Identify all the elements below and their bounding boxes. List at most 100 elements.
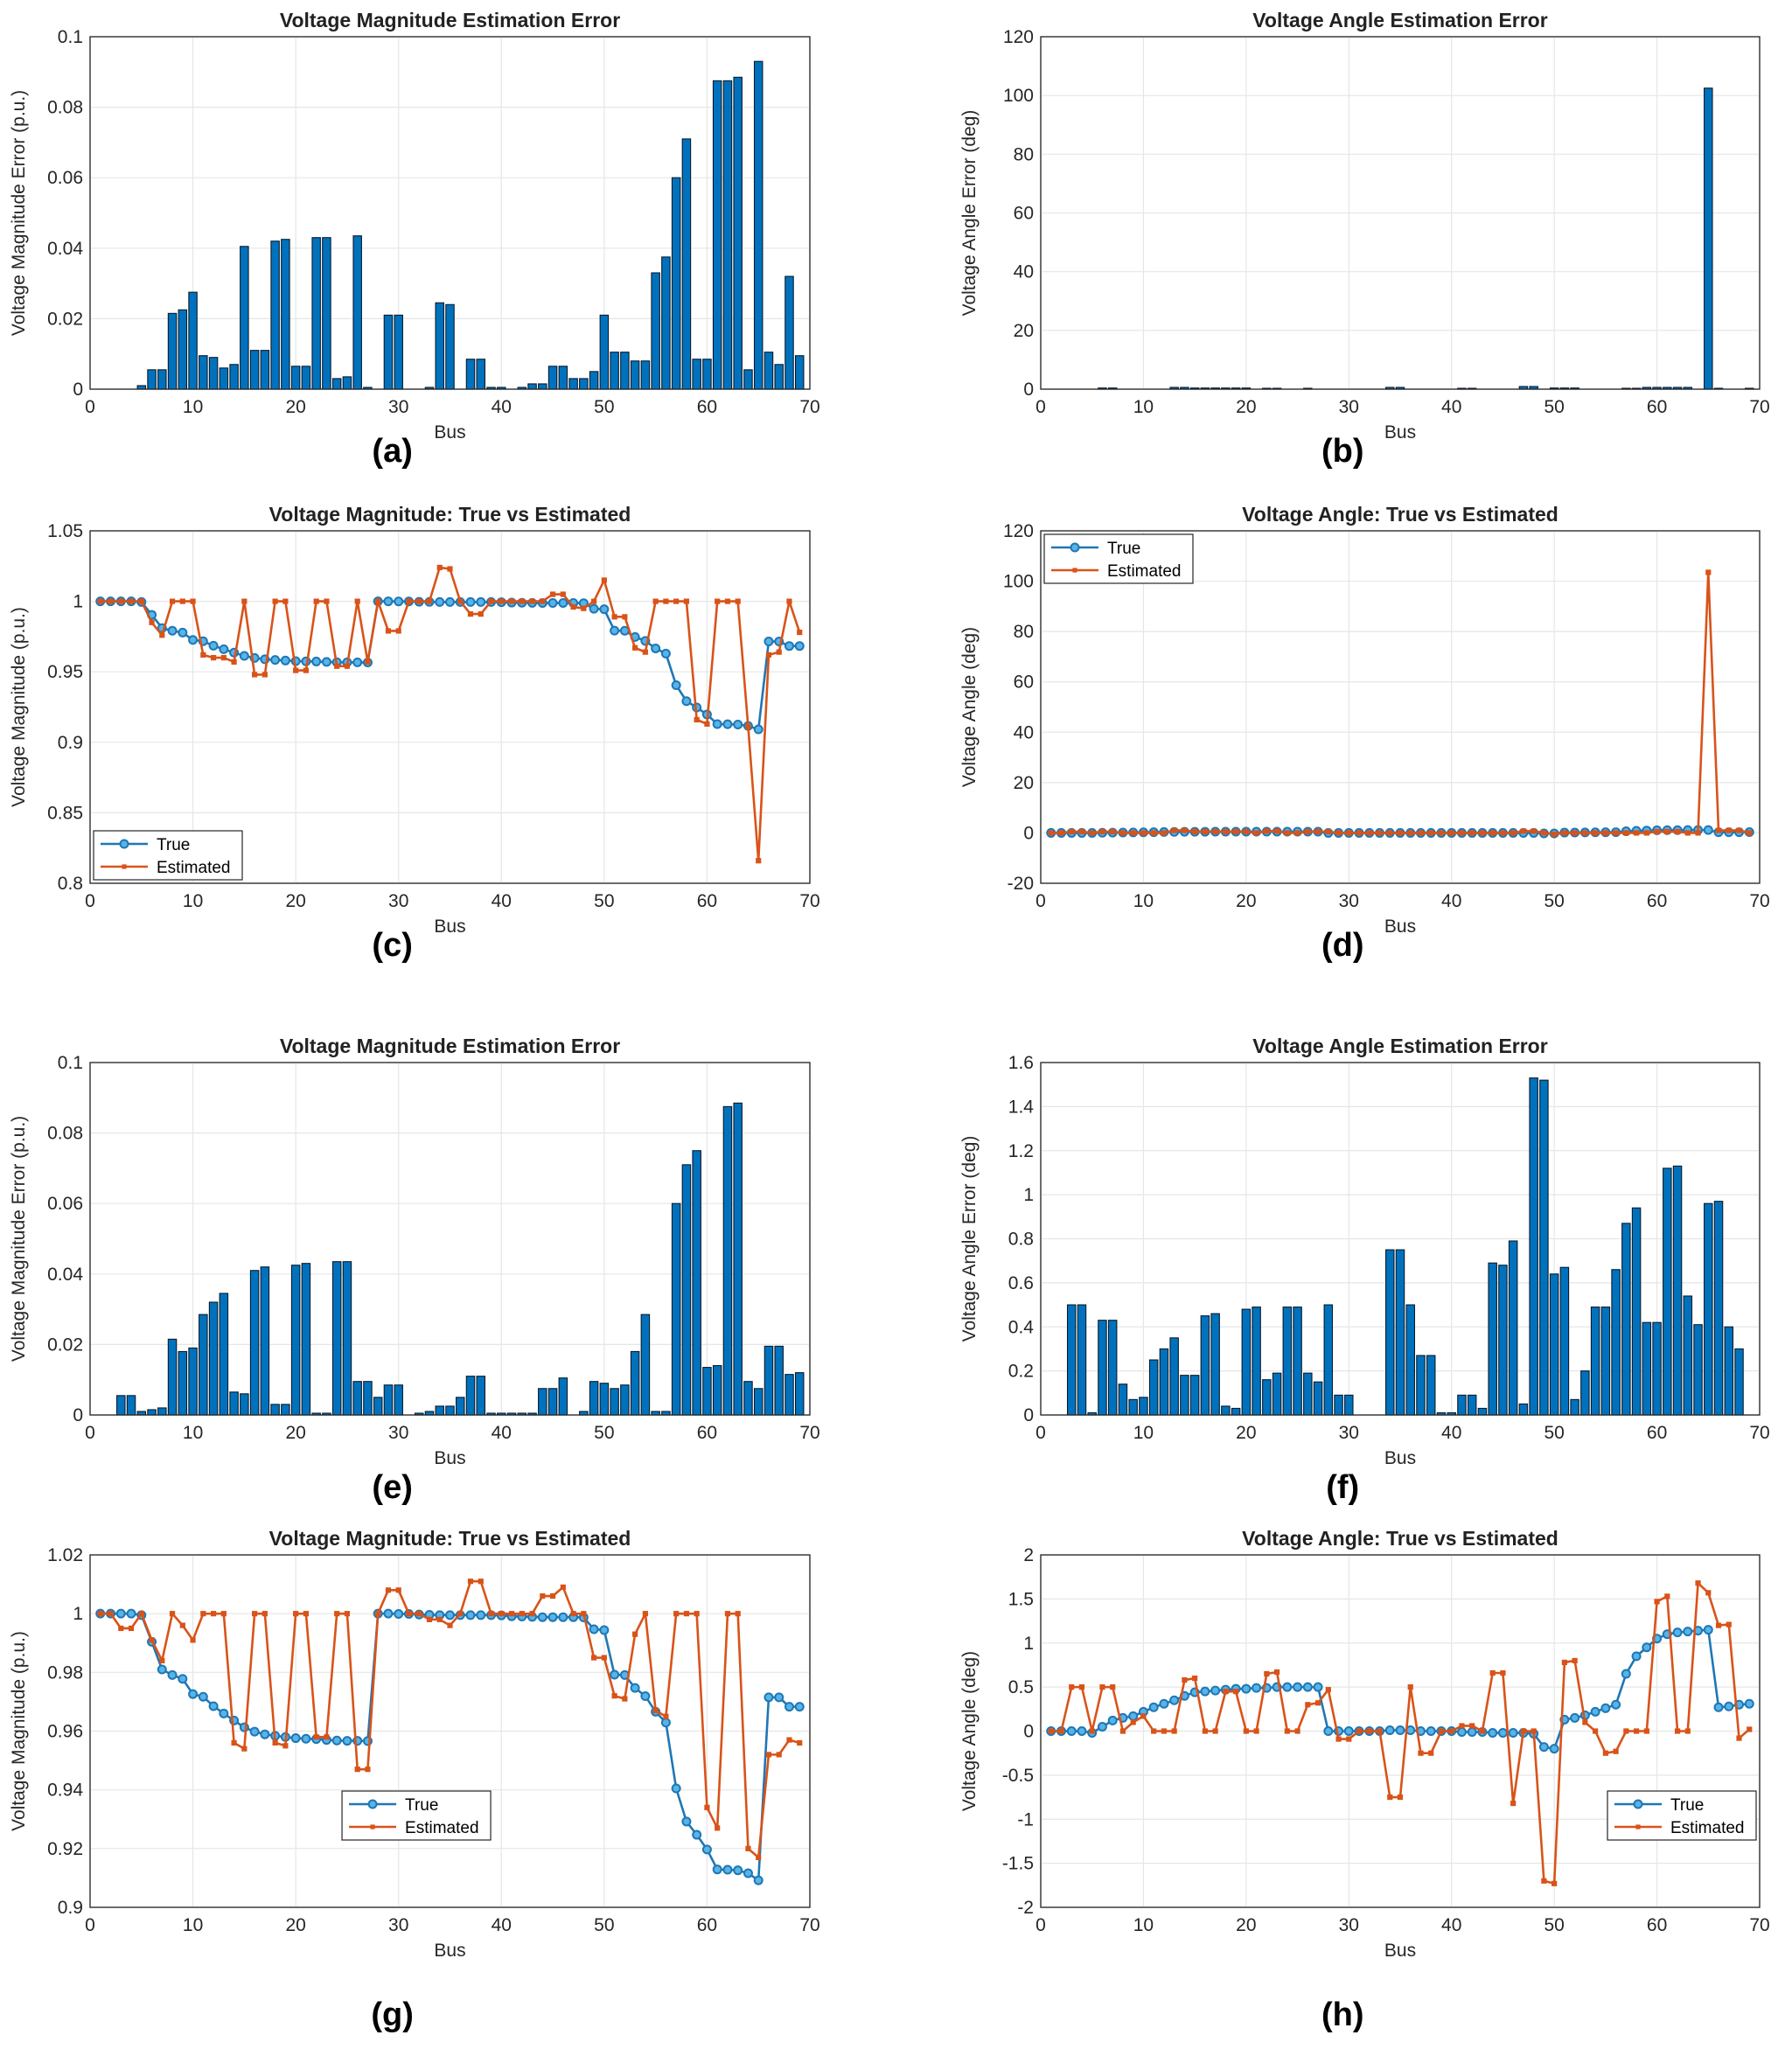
bar (394, 1384, 403, 1416)
y-tick-label: 0.02 (47, 309, 83, 329)
bar (1148, 1359, 1159, 1416)
bar (538, 1388, 547, 1416)
data-point-true (342, 1736, 352, 1746)
data-point-true (311, 656, 322, 666)
data-point-estimated (426, 1616, 433, 1622)
bar (1611, 1269, 1621, 1416)
data-point-estimated (560, 591, 566, 597)
data-point-true (352, 657, 363, 667)
y-tick-label: 0.98 (47, 1662, 83, 1683)
bar (178, 309, 188, 390)
bar (229, 1391, 239, 1416)
data-point-estimated (416, 1611, 422, 1617)
bar (651, 272, 660, 390)
x-tick-label: 40 (492, 1423, 512, 1443)
data-point-estimated (261, 1611, 268, 1617)
data-point-estimated (601, 577, 607, 583)
data-point-estimated (1233, 1689, 1239, 1695)
legend-box (1607, 1790, 1757, 1841)
data-point-estimated (118, 1625, 124, 1632)
data-point-true (126, 1608, 136, 1619)
bar (249, 350, 260, 390)
data-point-estimated (1428, 1750, 1434, 1756)
data-point-estimated (1192, 1675, 1198, 1682)
x-axis-label: Bus (434, 422, 465, 443)
bar (373, 1397, 383, 1416)
bar (465, 1376, 476, 1416)
data-point-true (280, 655, 290, 666)
data-point-estimated (1654, 828, 1660, 835)
data-point-estimated (1428, 830, 1434, 836)
bar (383, 314, 394, 390)
bar (558, 366, 568, 390)
bar (147, 369, 157, 390)
bar (1334, 1394, 1343, 1416)
data-point-true (1497, 1728, 1508, 1739)
bar (1652, 1321, 1662, 1416)
data-point-estimated (591, 1655, 597, 1661)
y-tick-label: 0.04 (47, 239, 83, 259)
data-point-estimated (1705, 569, 1712, 575)
data-point-estimated (1695, 830, 1701, 836)
data-point-estimated (1284, 1728, 1290, 1734)
data-point-estimated (1048, 830, 1054, 836)
y-tick-label: 0 (1023, 1405, 1034, 1425)
bar (331, 378, 342, 390)
panel-letter: (c) (372, 927, 412, 964)
bar (1529, 1077, 1538, 1416)
data-point-true (681, 696, 692, 707)
y-axis-label: Voltage Angle Error (deg) (959, 110, 980, 317)
y-tick-label: 1 (73, 592, 83, 612)
data-point-estimated (756, 858, 762, 864)
data-point-estimated (1572, 830, 1578, 836)
data-point-estimated (1264, 828, 1270, 834)
bar (445, 303, 455, 390)
data-point-estimated (1489, 1669, 1496, 1676)
data-point-estimated (200, 1611, 206, 1617)
y-tick-label: 2 (1023, 1545, 1034, 1565)
data-point-true (1252, 1683, 1262, 1693)
data-point-true (1631, 1651, 1642, 1662)
x-tick-label: 30 (1339, 891, 1359, 911)
data-point-estimated (1099, 828, 1105, 835)
bar (1734, 1348, 1744, 1416)
data-point-estimated (776, 649, 782, 655)
data-point-estimated (1314, 1700, 1321, 1706)
data-point-true (115, 1608, 126, 1619)
chart-title: Voltage Angle Estimation Error (1252, 1035, 1547, 1057)
bar (794, 355, 805, 390)
data-point-true (794, 641, 805, 652)
x-tick-label: 20 (285, 891, 305, 911)
data-point-estimated (1212, 1728, 1218, 1734)
data-point-estimated (447, 566, 453, 572)
data-point-estimated (1089, 830, 1095, 836)
data-point-estimated (478, 611, 484, 617)
x-axis-label: Bus (1384, 1448, 1416, 1468)
y-tick-label: 20 (1014, 321, 1034, 341)
bar (136, 1411, 147, 1416)
data-point-estimated (488, 598, 494, 604)
data-point-estimated (375, 1611, 381, 1617)
x-tick-label: 20 (1236, 397, 1256, 417)
data-point-estimated (642, 1611, 648, 1617)
data-point-estimated (1623, 830, 1629, 836)
y-axis-label: Voltage Angle (deg) (959, 1651, 980, 1811)
y-tick-label: 1.02 (47, 1545, 83, 1565)
x-tick-label: 70 (799, 1915, 819, 1935)
legend-label: Estimated (157, 859, 230, 877)
bar (1539, 1079, 1549, 1416)
data-point-estimated (1182, 827, 1188, 833)
bar (1293, 1307, 1302, 1416)
y-tick-label: 0 (1023, 380, 1034, 400)
data-point-estimated (1747, 830, 1753, 836)
bar (764, 352, 774, 390)
data-point-true (435, 596, 445, 607)
data-point-estimated (1366, 830, 1372, 836)
bar (167, 312, 178, 390)
bar (712, 1365, 722, 1416)
data-point-estimated (1664, 1593, 1670, 1599)
x-axis-label: Bus (434, 1941, 465, 1961)
data-point-estimated (344, 663, 351, 669)
y-axis-label: Voltage Angle (deg) (959, 627, 980, 787)
data-point-estimated (436, 564, 443, 571)
